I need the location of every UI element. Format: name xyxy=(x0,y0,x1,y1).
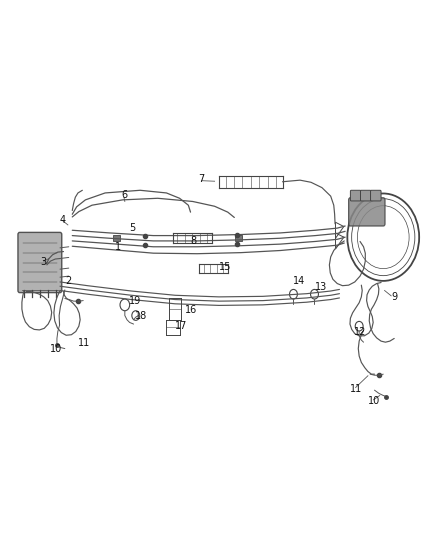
Text: 17: 17 xyxy=(175,321,187,331)
Text: 13: 13 xyxy=(315,282,327,292)
Text: 4: 4 xyxy=(60,215,66,224)
Text: 7: 7 xyxy=(198,174,205,183)
Text: 3: 3 xyxy=(41,257,47,267)
Text: 10: 10 xyxy=(367,396,380,406)
FancyBboxPatch shape xyxy=(235,235,242,241)
Text: 15: 15 xyxy=(219,262,231,271)
Text: 6: 6 xyxy=(121,190,127,200)
Text: 18: 18 xyxy=(135,311,148,320)
Text: 11: 11 xyxy=(350,384,362,394)
Text: 5: 5 xyxy=(129,223,135,233)
FancyBboxPatch shape xyxy=(113,235,120,241)
Text: 8: 8 xyxy=(191,236,197,246)
FancyBboxPatch shape xyxy=(350,190,361,201)
Text: 16: 16 xyxy=(185,305,198,315)
Text: 19: 19 xyxy=(129,296,141,306)
FancyBboxPatch shape xyxy=(360,190,371,201)
Text: 1: 1 xyxy=(115,243,121,252)
Text: 9: 9 xyxy=(391,292,397,302)
Text: 11: 11 xyxy=(78,338,91,348)
Text: 14: 14 xyxy=(293,277,305,286)
FancyBboxPatch shape xyxy=(18,232,62,293)
Text: 12: 12 xyxy=(354,327,366,336)
FancyBboxPatch shape xyxy=(349,198,385,226)
Text: 10: 10 xyxy=(50,344,62,353)
FancyBboxPatch shape xyxy=(371,190,381,201)
Text: 2: 2 xyxy=(65,277,71,286)
